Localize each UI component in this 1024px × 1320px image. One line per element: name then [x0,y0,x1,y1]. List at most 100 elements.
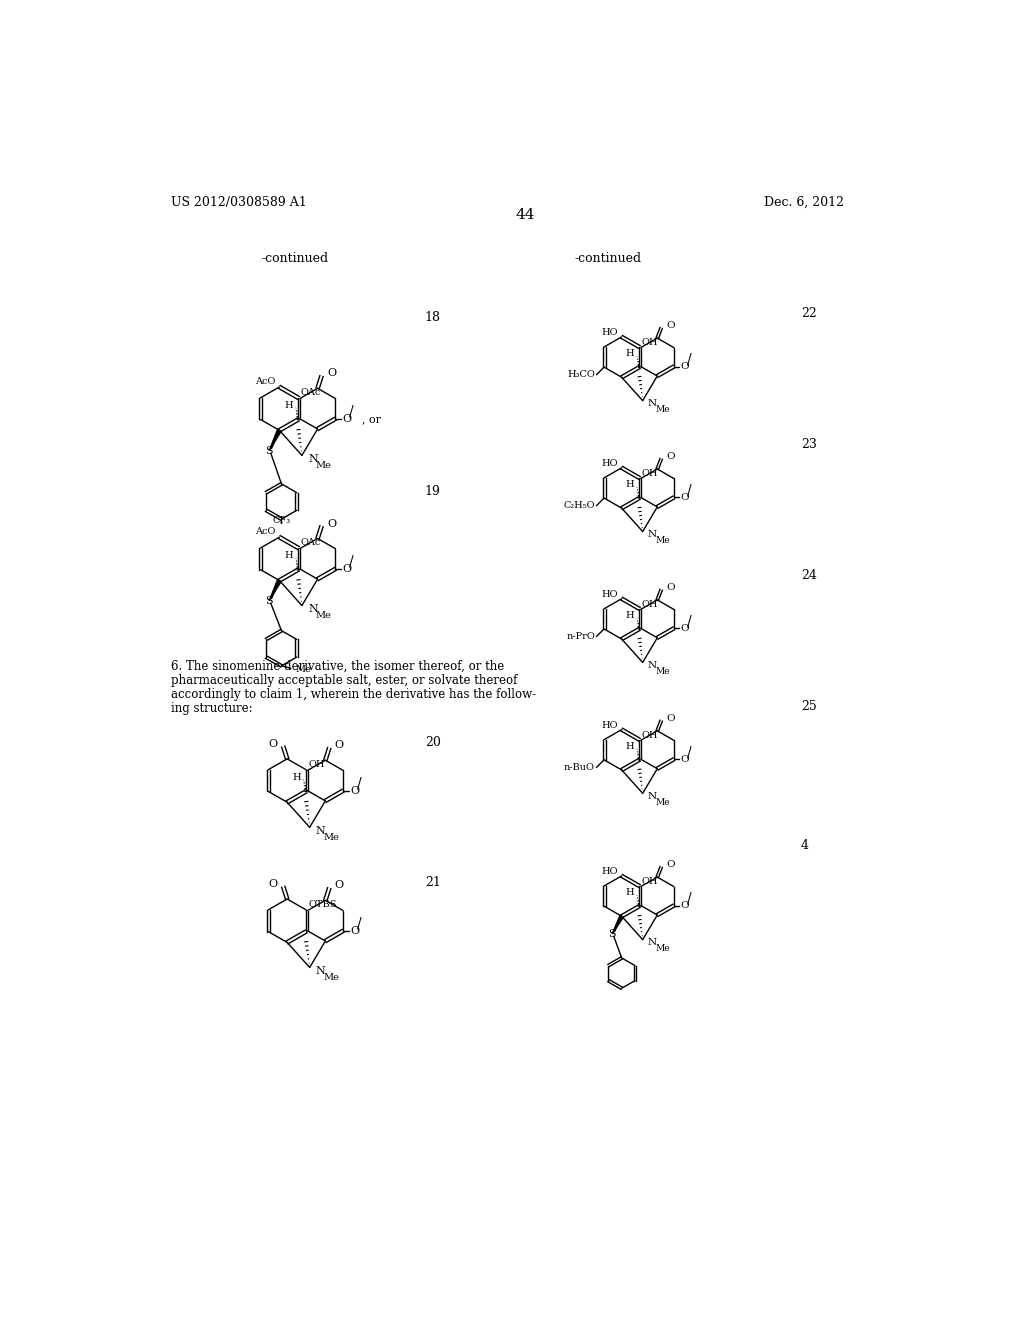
Text: /: / [687,614,691,628]
Text: N: N [647,399,656,408]
Text: O: O [342,564,351,574]
Polygon shape [612,915,624,935]
Text: O: O [680,902,689,909]
Text: N: N [647,531,656,539]
Text: Me: Me [655,944,670,953]
Text: OAc: OAc [301,388,321,396]
Text: H: H [285,401,294,409]
Text: 22: 22 [801,308,816,321]
Text: O: O [350,785,359,796]
Text: OH: OH [642,731,658,739]
Text: /: / [687,746,691,759]
Text: Me: Me [315,461,332,470]
Text: n-PrO: n-PrO [566,632,595,642]
Text: O: O [680,755,689,764]
Text: Me: Me [295,665,311,675]
Text: OH: OH [642,469,658,478]
Text: Dec. 6, 2012: Dec. 6, 2012 [764,195,844,209]
Text: 23: 23 [801,438,816,451]
Text: accordingly to claim 1, wherein the derivative has the follow-: accordingly to claim 1, wherein the deri… [171,688,536,701]
Text: N: N [647,661,656,671]
Text: Me: Me [324,833,340,842]
Text: HO: HO [601,459,617,467]
Text: AcO: AcO [255,376,275,385]
Text: US 2012/0308589 A1: US 2012/0308589 A1 [171,195,306,209]
Text: 6. The sinomenine derivative, the isomer thereof, or the: 6. The sinomenine derivative, the isomer… [171,660,504,673]
Text: OAc: OAc [301,537,321,546]
Text: OH: OH [642,599,658,609]
Text: 24: 24 [801,569,816,582]
Text: N: N [308,605,317,614]
Text: 25: 25 [801,700,816,713]
Text: O: O [335,741,344,750]
Text: , or: , or [362,413,381,424]
Text: O: O [268,739,278,748]
Text: 4: 4 [801,838,809,851]
Text: Me: Me [655,536,670,545]
Text: OH: OH [308,759,325,768]
Text: H: H [626,888,635,898]
Text: O: O [335,880,344,891]
Text: HO: HO [601,867,617,876]
Text: O: O [680,492,689,502]
Text: Me: Me [655,405,670,414]
Text: N: N [647,939,656,948]
Text: N: N [308,454,317,465]
Text: H: H [293,772,301,781]
Text: O: O [680,362,689,371]
Text: -continued: -continued [574,252,642,265]
Text: H: H [626,742,635,751]
Text: H: H [626,480,635,490]
Text: 20: 20 [425,735,440,748]
Text: N: N [315,966,326,977]
Text: O: O [667,451,675,461]
Text: Me: Me [655,667,670,676]
Text: AcO: AcO [255,527,275,536]
Text: /: / [357,916,361,931]
Text: H: H [626,611,635,620]
Text: O: O [680,624,689,632]
Text: pharmaceutically acceptable salt, ester, or solvate thereof: pharmaceutically acceptable salt, ester,… [171,675,517,686]
Text: n-BuO: n-BuO [564,763,595,772]
Text: /: / [687,891,691,906]
Text: OH: OH [642,338,658,347]
Text: HO: HO [601,327,617,337]
Text: N: N [647,792,656,801]
Text: S: S [608,929,616,939]
Text: CF₃: CF₃ [272,516,291,525]
Text: Me: Me [324,973,340,982]
Text: O: O [342,413,351,424]
Text: 44: 44 [515,209,535,222]
Text: H₃CO: H₃CO [567,370,595,379]
Text: 19: 19 [425,484,440,498]
Text: C₂H₅O: C₂H₅O [563,502,595,510]
Text: N: N [315,826,326,836]
Text: 21: 21 [425,875,440,888]
Polygon shape [269,429,282,450]
Text: O: O [327,368,336,379]
Text: OH: OH [642,876,658,886]
Text: Me: Me [655,799,670,807]
Text: OTBS: OTBS [308,900,337,908]
Text: O: O [667,583,675,591]
Text: ing structure:: ing structure: [171,702,252,714]
Text: HO: HO [601,590,617,599]
Text: O: O [667,714,675,722]
Text: S: S [265,595,273,606]
Text: O: O [667,861,675,869]
Text: HO: HO [601,721,617,730]
Text: H: H [626,350,635,359]
Polygon shape [269,579,282,601]
Text: Me: Me [315,611,332,620]
Text: O: O [350,925,359,936]
Text: /: / [357,776,361,791]
Text: O: O [327,519,336,528]
Text: /: / [687,352,691,367]
Text: 18: 18 [425,312,440,325]
Text: H: H [285,550,294,560]
Text: O: O [667,321,675,330]
Text: -continued: -continued [261,252,328,265]
Text: /: / [349,404,354,418]
Text: /: / [349,554,354,569]
Text: S: S [265,446,273,455]
